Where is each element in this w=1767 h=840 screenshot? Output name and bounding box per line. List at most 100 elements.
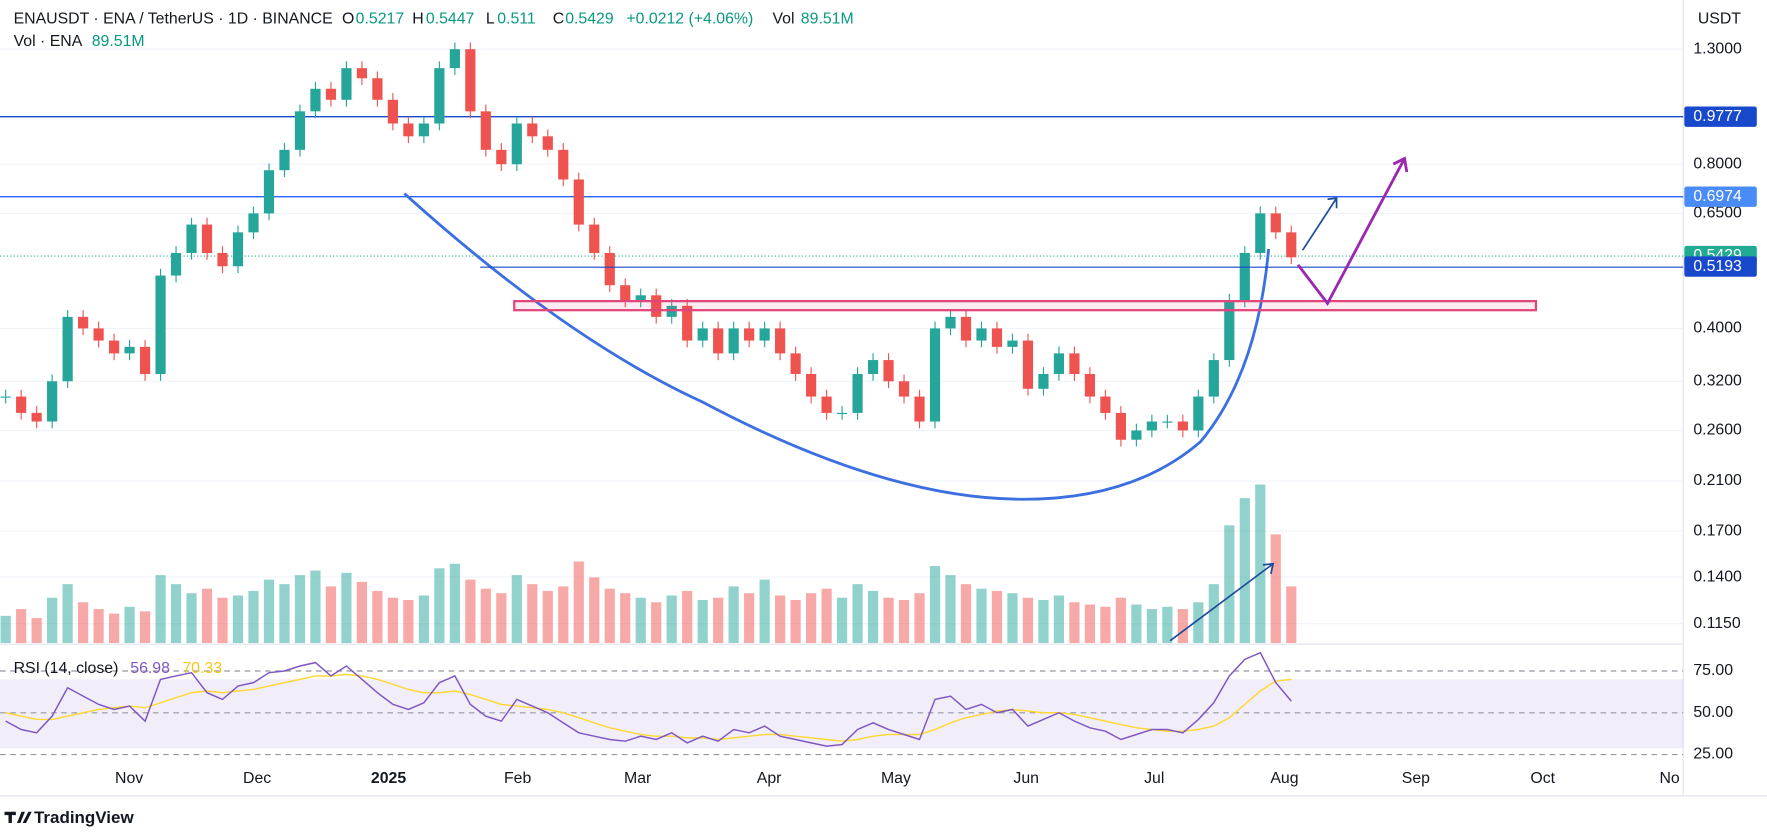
candle bbox=[47, 381, 58, 422]
volume-bar bbox=[1208, 584, 1219, 644]
volume-bar bbox=[47, 597, 58, 644]
volume-bar bbox=[124, 606, 135, 644]
candle bbox=[480, 111, 491, 150]
rsi-ma-value: 70.33 bbox=[182, 660, 222, 677]
candle bbox=[682, 305, 693, 341]
volume-bar bbox=[496, 593, 507, 644]
volume-bar bbox=[294, 575, 306, 644]
candle bbox=[914, 396, 925, 422]
volume-bar bbox=[418, 595, 429, 644]
volume-bar bbox=[1053, 595, 1065, 644]
vol-label: Vol bbox=[772, 10, 794, 27]
volume-bar bbox=[1069, 602, 1080, 644]
volume-bar bbox=[836, 597, 848, 644]
candle bbox=[248, 213, 259, 233]
candle bbox=[1286, 232, 1297, 258]
logo: TradingView bbox=[34, 808, 134, 827]
candle bbox=[806, 373, 817, 397]
volume-bar bbox=[248, 590, 259, 644]
volume-bar bbox=[1286, 586, 1297, 644]
x-tick-label: Nov bbox=[115, 770, 143, 787]
volume-bar bbox=[821, 588, 832, 644]
volume-bar bbox=[108, 613, 120, 644]
open: 0.5217 bbox=[356, 10, 405, 27]
candle bbox=[713, 328, 724, 354]
candle bbox=[651, 295, 662, 317]
volume-bar bbox=[186, 593, 197, 644]
candle bbox=[728, 328, 739, 354]
volume-bar bbox=[16, 609, 27, 644]
volume-bar bbox=[155, 575, 166, 644]
volume-bar bbox=[1038, 600, 1049, 644]
candle bbox=[201, 224, 213, 253]
y-tick-label: 1.3000 bbox=[1693, 40, 1742, 57]
price-label-box bbox=[1684, 186, 1757, 207]
candle bbox=[310, 88, 321, 112]
volume-bar bbox=[651, 602, 662, 644]
candle bbox=[1193, 396, 1204, 431]
candle bbox=[465, 49, 476, 112]
candle bbox=[589, 224, 600, 253]
volume-bar bbox=[573, 561, 584, 644]
volume-bar bbox=[945, 575, 956, 644]
volume-bar bbox=[914, 593, 925, 644]
candle bbox=[759, 328, 770, 341]
volume-bar bbox=[1239, 498, 1250, 644]
volume-bar bbox=[1255, 484, 1266, 644]
volume-bar bbox=[558, 586, 569, 644]
candle bbox=[883, 360, 894, 382]
volume-bar bbox=[527, 584, 538, 644]
y-tick-label: 0.8000 bbox=[1693, 155, 1742, 172]
low-label: L bbox=[486, 10, 495, 27]
candle bbox=[170, 252, 182, 276]
logo-icon bbox=[4, 811, 32, 824]
candle bbox=[821, 396, 832, 413]
candle bbox=[232, 232, 244, 267]
candle bbox=[1239, 252, 1250, 301]
candle bbox=[78, 316, 89, 329]
volume-bar bbox=[542, 590, 553, 644]
candle bbox=[836, 412, 848, 415]
volume-bar bbox=[387, 597, 398, 644]
x-tick-label: Apr bbox=[757, 770, 782, 787]
candle bbox=[186, 224, 197, 253]
rsi-band bbox=[0, 679, 1684, 749]
candle bbox=[775, 328, 786, 354]
candle bbox=[991, 328, 1003, 347]
currency: USDT bbox=[1698, 10, 1741, 27]
volume-bar bbox=[449, 563, 460, 644]
x-tick-label: Aug bbox=[1270, 770, 1298, 787]
volume-bar bbox=[201, 588, 213, 644]
x-tick-label: May bbox=[881, 770, 911, 787]
candle bbox=[635, 295, 646, 301]
volume-bar bbox=[232, 595, 244, 644]
candle bbox=[1162, 421, 1173, 423]
candle bbox=[1131, 430, 1142, 440]
volume-bar bbox=[1115, 597, 1126, 644]
high-label: H bbox=[412, 10, 423, 27]
volume-bar bbox=[1146, 609, 1157, 644]
volume-bar bbox=[93, 609, 104, 644]
x-tick-label: Sep bbox=[1402, 770, 1430, 787]
volume-bar bbox=[744, 593, 755, 644]
volume-bar bbox=[31, 618, 42, 644]
volume-bar bbox=[682, 590, 693, 644]
volume-bar bbox=[62, 584, 73, 644]
candle bbox=[496, 149, 507, 165]
price-label: 0.5193 bbox=[1693, 258, 1742, 275]
volume-bar bbox=[976, 588, 987, 644]
volume-bar bbox=[806, 593, 817, 644]
volume-bar bbox=[1131, 604, 1142, 644]
volume-bar bbox=[883, 597, 894, 644]
y-tick-label: 0.6500 bbox=[1693, 205, 1742, 222]
change: +0.0212 (+4.06%) bbox=[626, 10, 753, 27]
candle bbox=[418, 123, 429, 137]
volume-bar bbox=[325, 586, 337, 644]
volume-bar bbox=[713, 597, 724, 644]
high: 0.5447 bbox=[426, 10, 475, 27]
vol-line-value: 89.51M bbox=[92, 33, 145, 50]
price-label: 0.6974 bbox=[1693, 188, 1742, 205]
volume-bar bbox=[867, 590, 879, 644]
volume-bar bbox=[341, 572, 352, 644]
